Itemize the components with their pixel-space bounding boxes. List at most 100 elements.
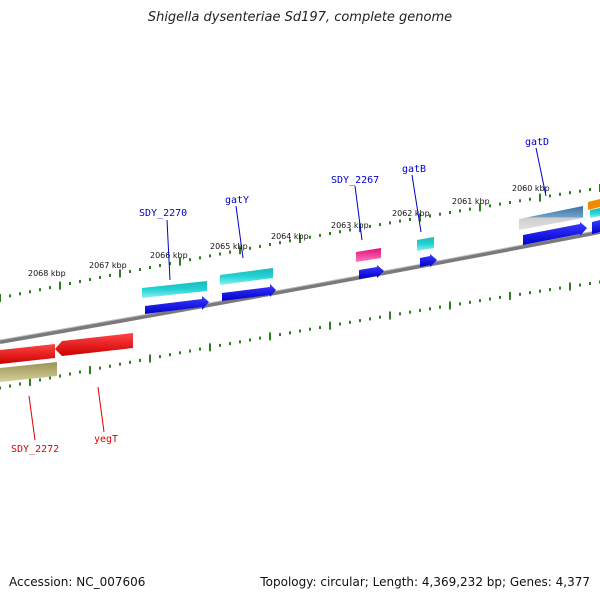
gene-label-gatD[interactable]: gatD — [525, 137, 549, 148]
ruler-minor-tick — [19, 382, 21, 386]
gene-label-SDY_2272[interactable]: SDY_2272 — [11, 444, 59, 455]
forward-ruler-ticks — [0, 184, 600, 302]
ruler-minor-tick — [429, 214, 431, 218]
ruler-minor-tick — [359, 319, 361, 323]
topology-summary: Topology: circular; Length: 4,369,232 bp… — [260, 575, 590, 589]
feature-gatY[interactable] — [220, 268, 276, 301]
gene-label-SDY_2267[interactable]: SDY_2267 — [331, 175, 379, 186]
ruler-minor-tick — [349, 228, 351, 232]
ruler-minor-tick — [379, 315, 381, 319]
ruler-minor-tick — [39, 288, 41, 292]
ruler-minor-tick — [519, 292, 521, 296]
tick-label-2067: 2067 kbp — [89, 261, 127, 270]
feature-SDY_2270[interactable] — [142, 281, 209, 314]
ruler-minor-tick — [369, 224, 371, 228]
feature-edge-right[interactable] — [588, 199, 600, 234]
ruler-minor-tick — [309, 235, 311, 239]
ruler-minor-tick — [469, 207, 471, 211]
ruler-minor-tick — [229, 342, 231, 346]
tick-label-2068: 2068 kbp — [28, 269, 66, 278]
ruler-minor-tick — [389, 221, 391, 225]
ruler-minor-tick — [0, 386, 1, 390]
ruler-minor-tick — [249, 338, 251, 342]
ruler-minor-tick — [329, 232, 331, 235]
ruler-minor-tick — [529, 291, 531, 295]
accession-text: Accession: NC_007606 — [9, 575, 146, 589]
ruler-minor-tick — [149, 266, 151, 269]
ruler-minor-tick — [209, 254, 211, 258]
ruler-minor-tick — [69, 282, 71, 285]
ruler-minor-tick — [239, 340, 241, 344]
ruler-major-tick — [569, 282, 571, 291]
ruler-major-tick — [89, 366, 91, 375]
feature-yegT[interactable] — [55, 333, 133, 356]
ruler-minor-tick — [589, 188, 591, 192]
feature-SDY_2272[interactable] — [0, 344, 57, 382]
ruler-minor-tick — [519, 199, 521, 203]
ruler-minor-tick — [479, 299, 481, 303]
ruler-major-tick — [389, 311, 391, 320]
feature-gatD[interactable] — [519, 206, 587, 245]
ruler-minor-tick — [499, 295, 501, 299]
ruler-minor-tick — [259, 336, 261, 340]
ruler-minor-tick — [89, 278, 91, 281]
ruler-minor-tick — [509, 201, 511, 204]
ruler-minor-tick — [279, 241, 281, 245]
tick-label-2063: 2063 kbp — [331, 221, 369, 230]
ruler-minor-tick — [589, 282, 591, 285]
tick-label-2060: 2060 kbp — [512, 184, 550, 193]
ruler-minor-tick — [429, 307, 431, 311]
ruler-minor-tick — [99, 275, 101, 279]
ruler-minor-tick — [69, 372, 71, 376]
ruler-minor-tick — [569, 191, 571, 195]
ruler-minor-tick — [549, 288, 551, 292]
ruler-minor-tick — [79, 370, 81, 374]
tick-label-2062: 2062 kbp — [392, 209, 430, 218]
feature-gatB[interactable] — [417, 237, 437, 267]
ruler-minor-tick — [439, 212, 441, 216]
ruler-minor-tick — [379, 223, 381, 227]
gene-label-gatY[interactable]: gatY — [225, 195, 249, 206]
ruler-major-tick — [509, 291, 511, 300]
ruler-minor-tick — [579, 283, 581, 287]
ruler-minor-tick — [349, 320, 351, 324]
gene-label-SDY_2270[interactable]: SDY_2270 — [139, 208, 187, 219]
ruler-major-tick — [419, 213, 421, 222]
ruler-major-tick — [269, 332, 271, 341]
ruler-major-tick — [209, 343, 211, 352]
ruler-minor-tick — [169, 262, 171, 266]
ruler-minor-tick — [299, 329, 301, 333]
ruler-minor-tick — [109, 364, 111, 368]
ruler-minor-tick — [9, 294, 11, 298]
gene-label-gatB[interactable]: gatB — [402, 164, 426, 175]
ruler-minor-tick — [449, 211, 451, 214]
ruler-minor-tick — [219, 252, 221, 256]
ruler-major-tick — [149, 354, 151, 363]
ruler-minor-tick — [289, 331, 291, 335]
ruler-minor-tick — [469, 300, 471, 304]
feature-SDY_2267[interactable] — [356, 248, 384, 279]
ruler-minor-tick — [319, 326, 321, 329]
tick-label-2064: 2064 kbp — [271, 232, 309, 241]
ruler-minor-tick — [419, 308, 421, 312]
ruler-major-tick — [539, 193, 541, 202]
ruler-minor-tick — [399, 312, 401, 316]
ruler-minor-tick — [409, 217, 411, 221]
tick-label-2061: 2061 kbp — [452, 197, 490, 206]
genome-backbone — [0, 230, 600, 344]
ruler-minor-tick — [439, 305, 441, 309]
ruler-minor-tick — [159, 355, 161, 359]
ruler-minor-tick — [189, 258, 191, 262]
ruler-minor-tick — [279, 333, 281, 337]
ruler-major-tick — [59, 281, 61, 290]
ruler-minor-tick — [369, 317, 371, 321]
ruler-major-tick — [239, 246, 241, 255]
ruler-minor-tick — [489, 204, 491, 208]
ruler-minor-tick — [289, 239, 291, 243]
gene-label-yegT[interactable]: yegT — [94, 434, 118, 445]
ruler-minor-tick — [39, 378, 41, 382]
ruler-minor-tick — [199, 347, 201, 351]
ruler-minor-tick — [579, 189, 581, 193]
ruler-minor-tick — [119, 362, 121, 366]
